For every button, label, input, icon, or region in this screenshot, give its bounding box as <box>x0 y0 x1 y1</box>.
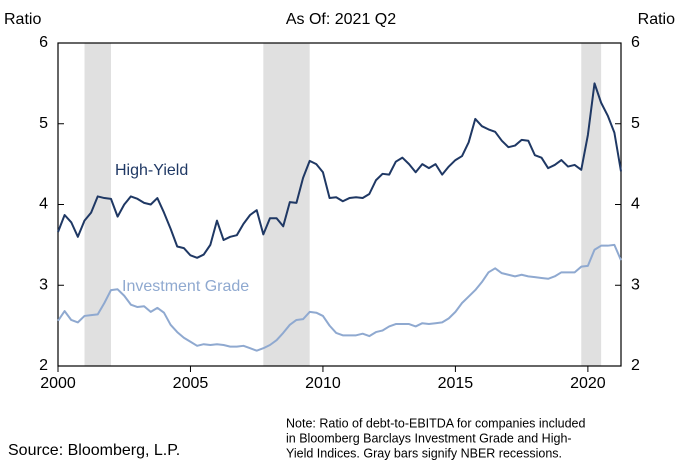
y2-tick-label: 5 <box>631 115 640 132</box>
recession-bar <box>263 43 310 366</box>
y-tick-label: 6 <box>39 34 48 51</box>
y2-tick-label: 2 <box>631 357 640 374</box>
y-axis-label: Ratio <box>4 11 41 28</box>
source: Source: Bloomberg, L.P. <box>8 442 180 459</box>
plot-frame <box>57 42 622 367</box>
series-line <box>57 243 622 352</box>
y2-tick-label: 6 <box>631 34 640 51</box>
x-tick-label: 2015 <box>438 375 474 392</box>
x-tick-label: 2005 <box>173 375 209 392</box>
x-tick-label: 2010 <box>305 375 341 392</box>
y-tick-label: 4 <box>39 196 48 213</box>
series-label: High-Yield <box>115 162 188 179</box>
note-line: in Bloomberg Barclays Investment Grade a… <box>286 431 572 445</box>
x-tick-label: 2020 <box>570 375 606 392</box>
recession-bar <box>84 43 111 366</box>
chart-title: As Of: 2021 Q2 <box>286 11 396 28</box>
y-tick-label: 5 <box>39 115 48 132</box>
recession-bar <box>581 43 602 366</box>
note-line: Yield Indices. Gray bars signify NBER re… <box>286 446 562 460</box>
series-line <box>57 82 622 259</box>
y2-axis-label: Ratio <box>638 11 675 28</box>
y2-tick-label: 4 <box>631 196 640 213</box>
series-label: Investment Grade <box>122 278 249 295</box>
x-tick-label: 2000 <box>40 375 76 392</box>
y-tick-label: 2 <box>39 357 48 374</box>
note-line: Note: Ratio of debt-to-EBITDA for compan… <box>286 416 586 430</box>
y2-tick-label: 3 <box>631 276 640 293</box>
y-tick-label: 3 <box>39 276 48 293</box>
